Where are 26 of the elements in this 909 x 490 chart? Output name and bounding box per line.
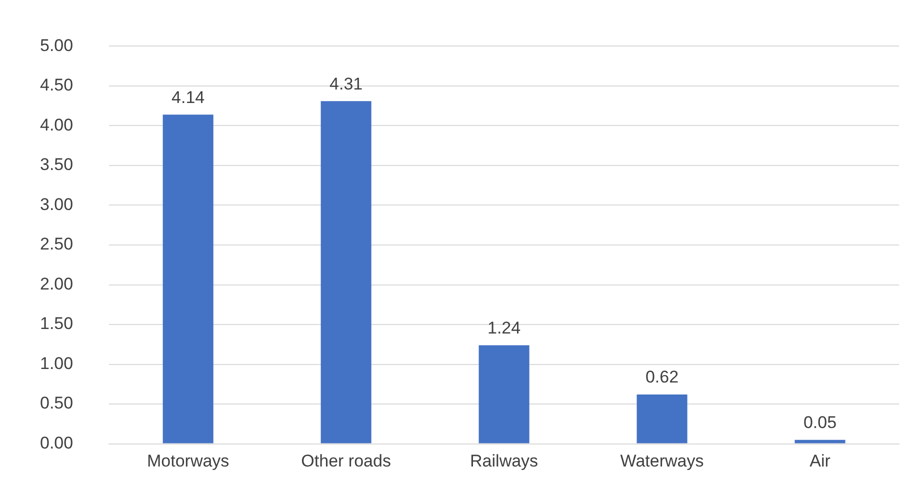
y-tick-label: 4.00	[40, 115, 74, 134]
y-tick-label: 4.50	[40, 76, 74, 95]
bar	[320, 101, 372, 444]
y-tick-label: 0.00	[40, 433, 74, 452]
bar	[162, 114, 214, 444]
y-tick-label: 0.50	[40, 394, 74, 413]
bar	[636, 394, 688, 444]
y-tick-label: 3.50	[40, 155, 74, 174]
x-tick-label: Motorways	[146, 452, 230, 471]
data-label: 1.24	[487, 318, 521, 338]
x-tick-label: Other roads	[301, 452, 391, 471]
bar	[794, 440, 846, 444]
bar	[478, 345, 530, 444]
data-label: 4.14	[172, 88, 205, 107]
y-tick-label: 5.00	[40, 36, 74, 55]
y-tick-label: 1.00	[40, 354, 74, 373]
data-label: 0.62	[645, 368, 679, 387]
x-tick-label: Air	[810, 452, 831, 471]
y-tick-label: 1.50	[40, 314, 74, 334]
data-label: 4.31	[330, 74, 363, 94]
data-label: 0.05	[803, 413, 837, 432]
x-tick-label: Railways	[470, 452, 538, 471]
y-tick-label: 3.00	[40, 194, 74, 214]
y-tick-label: 2.50	[40, 234, 74, 254]
x-tick-label: Waterways	[620, 452, 704, 471]
y-tick-label: 2.00	[40, 274, 74, 294]
